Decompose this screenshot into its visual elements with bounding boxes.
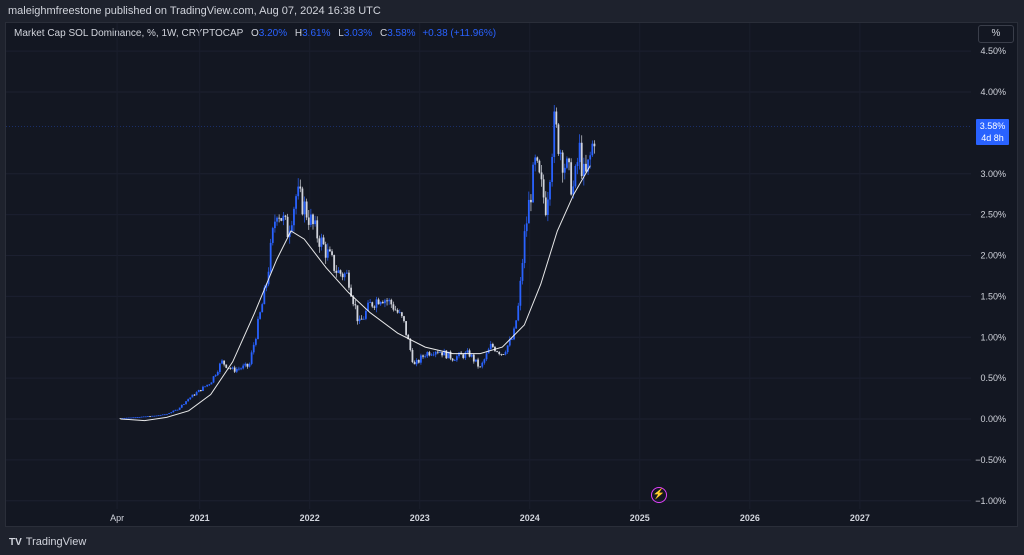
symbol-title: Market Cap SOL Dominance, %, 1W, CRYPTOC… (14, 28, 244, 39)
percent-scale-button[interactable]: % (978, 25, 1014, 43)
last-price-tag: 3.58% 4d 8h (976, 119, 1009, 145)
tv-icon: TV (9, 537, 22, 548)
bar-countdown: 4d 8h (981, 133, 1004, 143)
high-label: H (294, 28, 303, 39)
open-label: O (250, 28, 259, 39)
chart-legend: Market Cap SOL Dominance, %, 1W, CRYPTOC… (14, 28, 496, 39)
open-value: 3.20% (258, 28, 288, 39)
tradingview-logo[interactable]: TV TradingView (9, 536, 86, 548)
footer: TV TradingView (0, 527, 1024, 555)
chart-frame[interactable] (5, 22, 1018, 527)
change-value: +0.38 (+11.96%) (422, 28, 497, 39)
published-bar: maleighmfreestone published on TradingVi… (0, 0, 1024, 22)
published-text: maleighmfreestone published on TradingVi… (8, 5, 381, 17)
low-value: 3.03% (343, 28, 373, 39)
high-value: 3.61% (302, 28, 331, 39)
flash-icon[interactable]: ⚡ (651, 487, 667, 503)
close-value: 3.58% (387, 28, 416, 39)
last-price-value: 3.58% (979, 121, 1006, 131)
close-label: C (379, 28, 388, 39)
brand-name: TradingView (25, 536, 87, 548)
low-label: L (338, 28, 344, 39)
